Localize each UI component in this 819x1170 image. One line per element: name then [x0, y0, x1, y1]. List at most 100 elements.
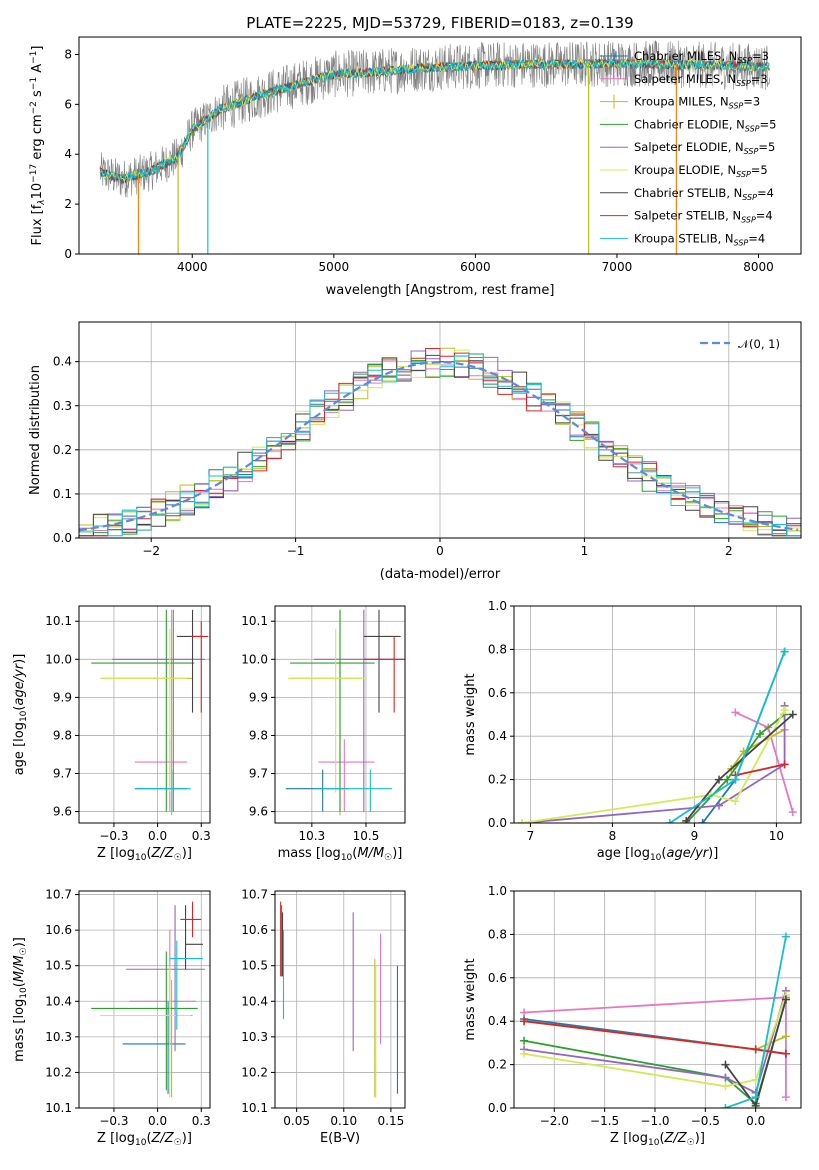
- y-tick-label: 0.4: [488, 1014, 507, 1028]
- y-tick-label: 0: [64, 247, 72, 261]
- y-tick-label: 10.6: [45, 923, 72, 937]
- weight-line: [523, 994, 787, 1088]
- x-tick-label: 4000: [177, 260, 208, 274]
- y-tick-label: 10.7: [45, 888, 72, 902]
- legend-entry: Chabrier STELIB, NSSP=4: [634, 186, 774, 202]
- grid-lines: [79, 606, 210, 823]
- y-tick-label: 10.0: [241, 652, 268, 666]
- axes-weight-vs-Z: −2.0 −1.5 −1.0 −0.5 0.0 0.0 0.2 0.4 0.6 0.8 1.0 Z […: [463, 884, 802, 1148]
- x-tick-label: −2: [142, 544, 160, 558]
- y-tick-label: 9.7: [249, 767, 268, 781]
- gaussian-curve: [79, 360, 799, 532]
- weight-marker: [731, 708, 740, 717]
- errorbar-point: [134, 739, 188, 812]
- legend-entry: Salpeter STELIB, NSSP=4: [634, 209, 773, 225]
- plot-area: [518, 647, 797, 823]
- x-axis-label: Z [log10(Z/Z☉)]: [610, 1131, 705, 1148]
- y-tick-label: 0.6: [488, 971, 507, 985]
- weight-series: [520, 1017, 790, 1058]
- weight-marker: [751, 1101, 760, 1108]
- x-tick-label: 0.15: [378, 1114, 405, 1128]
- x-tick-label: 0.0: [148, 1114, 167, 1128]
- weight-marker: [520, 1049, 529, 1058]
- y-tick-label: 10.3: [45, 1030, 72, 1044]
- x-tick-label: 10: [769, 829, 784, 843]
- weight-marker: [781, 1049, 790, 1058]
- weight-series: [682, 710, 789, 823]
- y-tick-label: 9.6: [53, 805, 72, 819]
- weight-marker: [780, 647, 789, 656]
- y-tick-label: 10.2: [241, 1065, 268, 1079]
- weight-marker: [721, 1073, 730, 1082]
- weight-marker: [723, 775, 732, 784]
- y-tick-label: 0.4: [488, 729, 507, 743]
- y-tick-label: 0.1: [53, 487, 72, 501]
- histogram-series: [79, 354, 801, 537]
- x-tick-label: 0.3: [192, 829, 211, 843]
- weight-marker: [731, 775, 740, 784]
- x-axis-label: E(B-V): [320, 1131, 360, 1146]
- weight-marker: [665, 819, 674, 823]
- weight-marker: [721, 1060, 730, 1069]
- x-tick-label: 0: [436, 544, 444, 558]
- y-tick-label: 0.8: [488, 642, 507, 656]
- y-axis-label: age [log10(age/yr)]: [12, 654, 29, 776]
- errorbar-point: [288, 628, 366, 793]
- y-tick-label: 0.0: [53, 531, 72, 545]
- y-tick-label: 4: [64, 147, 72, 161]
- x-axis-label: (data-model)/error: [380, 567, 501, 582]
- figure-title: PLATE=2225, MJD=53729, FIBERID=0183, z=0…: [246, 14, 633, 32]
- axes-age-vs-mass: 10.3 10.5 9.6 9.7 9.8 9.9 10.0 10.1 mass [log10(…: [241, 605, 406, 863]
- y-tick-label: 10.4: [45, 994, 72, 1008]
- legend-entry: Kroupa MILES, NSSP=3: [634, 95, 760, 111]
- legend-entry: Chabrier MILES, NSSP=3: [634, 49, 769, 65]
- weight-marker: [788, 710, 797, 719]
- axes-weight-vs-age: 7 8 9 10 0.0 0.2 0.4 0.6 0.8 1.0 age [log10(age/yr…: [463, 599, 802, 863]
- legend-entry: 𝒩(0, 1): [738, 337, 780, 351]
- weight-series: [721, 932, 790, 1108]
- weight-marker: [780, 706, 789, 715]
- x-tick-label: −1.5: [590, 1114, 619, 1128]
- weight-series: [518, 701, 789, 823]
- histogram-series: [79, 353, 801, 537]
- y-tick-label: 10.2: [45, 1065, 72, 1079]
- y-tick-label: 10.4: [241, 994, 268, 1008]
- y-tick-label: 10.5: [45, 959, 72, 973]
- weight-series: [518, 706, 789, 823]
- y-tick-label: 9.6: [249, 805, 268, 819]
- y-tick-label: 10.3: [241, 1030, 268, 1044]
- plot-area: [91, 901, 205, 1098]
- y-tick-label: 9.8: [249, 728, 268, 742]
- weight-marker: [781, 995, 790, 1004]
- errorbar-point: [101, 979, 193, 1098]
- weight-series: [520, 991, 790, 1091]
- errorbar-point: [290, 609, 375, 812]
- errorbar-point: [99, 628, 188, 793]
- y-tick-label: 0.2: [488, 1058, 507, 1072]
- x-axis-label: age [log10(age/yr)]: [597, 846, 719, 863]
- y-axis-label: Flux [fλ10−17 erg cm−2 s−1 A−1]: [29, 46, 47, 246]
- plot-area: [280, 901, 399, 1098]
- y-tick-label: 6: [64, 97, 72, 111]
- errorbar-point: [134, 769, 191, 812]
- weight-marker: [518, 819, 527, 823]
- weight-marker: [520, 1017, 529, 1026]
- weight-marker: [756, 730, 764, 739]
- axes-age-vs-Z: −0.3 0.0 0.3 9.6 9.7 9.8 9.9 10.0 10.1 Z [log10(Z…: [12, 605, 211, 863]
- x-tick-label: −1: [287, 544, 305, 558]
- legend-entry: Chabrier ELODIE, NSSP=5: [634, 117, 776, 133]
- x-tick-label: 7: [527, 829, 535, 843]
- y-tick-label: 10.0: [45, 652, 72, 666]
- x-axis-label: Z [log10(Z/Z☉)]: [97, 1131, 192, 1148]
- weight-line: [522, 709, 786, 823]
- y-tick-label: 10.1: [241, 1101, 268, 1115]
- y-tick-label: 9.7: [53, 767, 72, 781]
- y-tick-label: 0.0: [488, 1101, 507, 1115]
- x-tick-label: −0.3: [99, 1114, 128, 1128]
- x-tick-label: 6000: [460, 260, 491, 274]
- x-tick-label: 0.10: [330, 1114, 357, 1128]
- y-tick-label: 10.1: [45, 1101, 72, 1115]
- weight-marker: [520, 1008, 529, 1017]
- errorbar-point: [190, 621, 209, 713]
- errorbar-point: [180, 901, 202, 938]
